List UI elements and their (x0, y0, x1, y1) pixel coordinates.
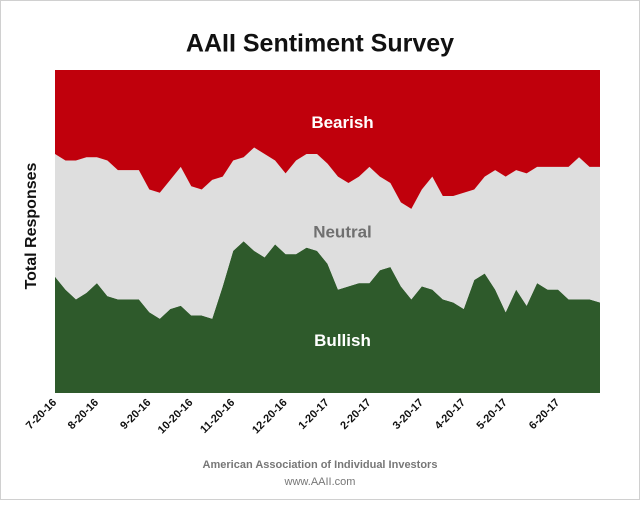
area (55, 70, 600, 209)
series-label: Bearish (311, 113, 373, 132)
series-label: Bullish (314, 331, 371, 350)
footer: American Association of Individual Inves… (203, 459, 438, 471)
series-label: Neutral (313, 223, 372, 242)
footer: www.AAII.com (284, 476, 356, 488)
area (55, 241, 600, 393)
y-axis-label: Total Responses (23, 162, 40, 289)
area (55, 147, 600, 319)
chart-title: AAII Sentiment Survey (186, 30, 454, 58)
